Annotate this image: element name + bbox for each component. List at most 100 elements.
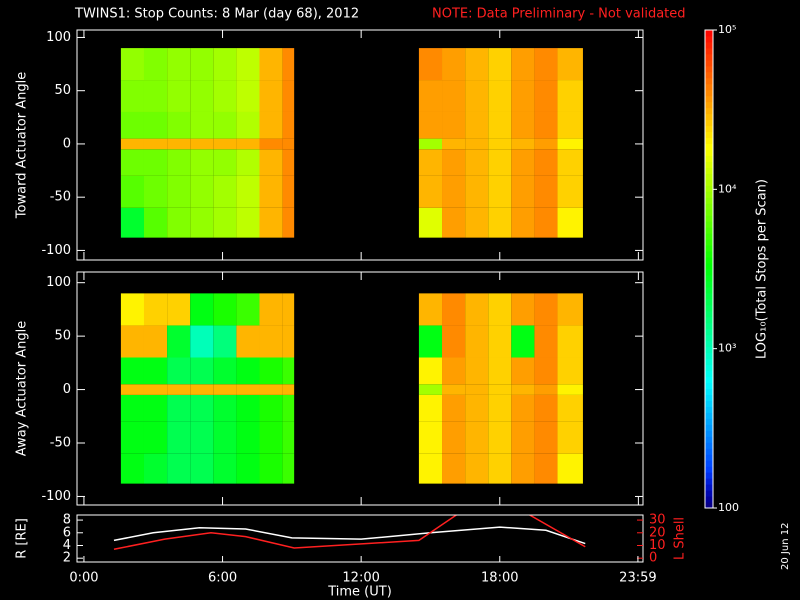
colorbar-segment [705, 460, 713, 467]
heatmap-cell [282, 357, 295, 385]
heatmap-cell [167, 421, 191, 454]
heatmap-cell [236, 111, 260, 139]
colorbar-segment [705, 388, 713, 395]
heatmap-cell [190, 293, 214, 326]
heatmap-cell [465, 394, 489, 422]
heatmap-cell [236, 453, 260, 484]
heatmap-cell [488, 207, 512, 238]
heatmap-cell [465, 293, 489, 326]
heatmap-cell [236, 357, 260, 385]
y-tick-label: 0 [63, 382, 71, 397]
heatmap-cell [236, 149, 260, 176]
heatmap-cell [259, 149, 283, 176]
heatmap-cell [259, 175, 283, 208]
heatmap-cell [557, 138, 583, 150]
heatmap-cell [534, 175, 558, 208]
heatmap-cell [282, 325, 295, 358]
heatmap-cell [259, 394, 283, 422]
y-tick-label: -50 [50, 190, 71, 205]
y-tick-label: -100 [41, 489, 71, 504]
colorbar-segment [705, 496, 713, 503]
heatmap-cell [190, 325, 214, 358]
heatmap-cell [190, 384, 214, 395]
heatmap-cell [120, 175, 144, 208]
heatmap-cell [442, 80, 466, 112]
colorbar-segment [705, 239, 713, 246]
colorbar-segment [705, 358, 713, 366]
heatmap-cell [557, 111, 583, 139]
plot-frame [76, 271, 644, 506]
y-tick-label: 6 [63, 525, 71, 540]
heatmap-cell [259, 453, 283, 484]
heatmap-cell [167, 149, 191, 176]
y-tick-label: 0 [63, 136, 71, 151]
heatmap-cell [511, 325, 535, 358]
heatmap-cell [213, 207, 237, 238]
colorbar-segment [705, 131, 713, 139]
heatmap-cell [120, 384, 144, 395]
heatmap-cell [465, 357, 489, 385]
colorbar-segment [705, 484, 713, 491]
colorbar-segment [705, 251, 713, 258]
heatmap-cell [143, 421, 168, 454]
colorbar-segment [705, 167, 713, 174]
heatmap-cell [190, 80, 214, 112]
colorbar-segment [705, 215, 713, 222]
heatmap-cell [488, 175, 512, 208]
heatmap-cell [418, 149, 443, 176]
heatmap-cell [143, 325, 168, 358]
heatmap-cell [282, 138, 295, 150]
heatmap-cell [418, 80, 443, 112]
y-tick-label: 2 [63, 551, 71, 566]
data-line [113, 526, 586, 545]
y-tick-label: 100 [46, 275, 71, 290]
x-tick-label: 0:00 [69, 571, 98, 586]
colorbar-segment [705, 227, 713, 234]
heatmap-cell [511, 293, 535, 326]
x-tick-label: 6:00 [208, 571, 237, 586]
colorbar-segment [705, 430, 713, 437]
colorbar-segment [705, 245, 713, 252]
plot-frame [76, 29, 644, 261]
heatmap-cell [557, 357, 583, 385]
colorbar-tick-label: 10⁴ [718, 182, 737, 195]
colorbar-segment [705, 310, 713, 318]
heatmap-cell [213, 175, 237, 208]
y-axis-label: R [RE] [15, 518, 30, 559]
heatmap-cell [534, 421, 558, 454]
x-tick-label: 12:00 [342, 571, 379, 586]
colorbar-segment [705, 466, 713, 473]
y-tick-label: 4 [63, 538, 71, 553]
heatmap-cell [282, 453, 295, 484]
heatmap-cell [488, 421, 512, 454]
heatmap-cell [213, 384, 237, 395]
heatmap-cell [418, 453, 443, 484]
heatmap-cell [143, 394, 168, 422]
heatmap-cell [120, 357, 144, 385]
heatmap-cell [442, 207, 466, 238]
data-line [113, 515, 586, 551]
heatmap-cell [488, 138, 512, 150]
heatmap-cell [120, 421, 144, 454]
colorbar-segment [705, 203, 713, 210]
heatmap-cell [213, 138, 237, 150]
heatmap-cell [442, 357, 466, 385]
heatmap-cell [167, 293, 191, 326]
colorbar-tick-label: 10³ [718, 342, 736, 355]
heatmap-cell [236, 138, 260, 150]
y-axis-label: Away Actuator Angle [15, 321, 30, 456]
heatmap-cell [167, 384, 191, 395]
heatmap-cell [190, 453, 214, 484]
heatmap-cell [213, 421, 237, 454]
heatmap-cell [465, 175, 489, 208]
colorbar-segment [705, 30, 713, 37]
colorbar-segment [705, 382, 713, 389]
heatmap-cell [143, 384, 168, 395]
colorbar-segment [705, 472, 713, 479]
heatmap-cell [488, 80, 512, 112]
heatmap-cell [167, 207, 191, 238]
heatmap-cell [534, 48, 558, 81]
heatmap-cell [511, 394, 535, 422]
heatmap-cell [465, 453, 489, 484]
